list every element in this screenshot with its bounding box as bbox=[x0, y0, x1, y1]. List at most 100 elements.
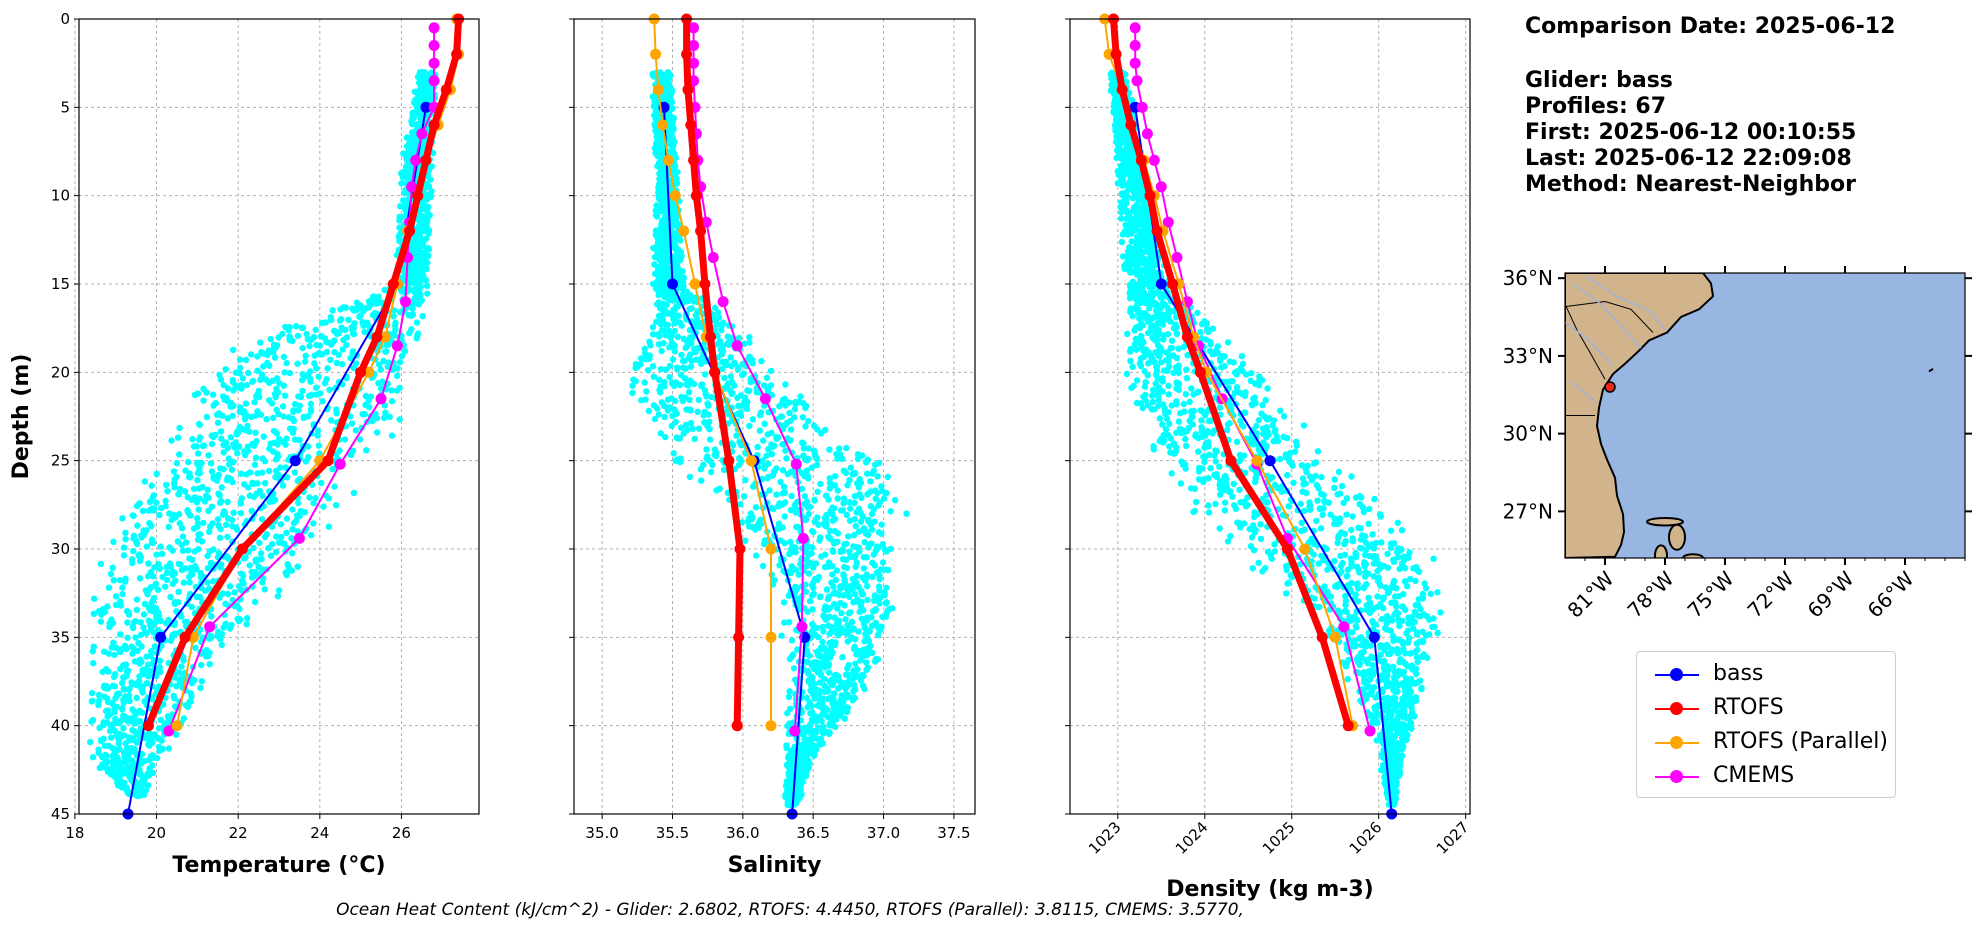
observation-point bbox=[388, 387, 395, 394]
observation-point bbox=[703, 446, 710, 453]
observation-point bbox=[149, 769, 157, 777]
observation-point bbox=[214, 419, 222, 426]
observation-point bbox=[125, 765, 132, 772]
observation-point bbox=[103, 764, 110, 771]
observation-point bbox=[144, 680, 151, 687]
observation-point bbox=[686, 291, 693, 298]
observation-point bbox=[688, 357, 695, 364]
observation-point bbox=[176, 424, 183, 432]
observation-point bbox=[115, 766, 123, 773]
observation-point bbox=[302, 352, 309, 359]
observation-point bbox=[697, 466, 705, 473]
observation-point bbox=[855, 484, 862, 491]
observation-point bbox=[817, 593, 824, 600]
observation-point bbox=[351, 320, 358, 327]
observation-point bbox=[275, 587, 283, 594]
observation-point bbox=[754, 443, 761, 451]
observation-point bbox=[652, 245, 659, 252]
observation-point bbox=[843, 564, 851, 572]
observation-point bbox=[629, 389, 636, 397]
series-marker bbox=[731, 340, 743, 352]
y-tick-label: 40 bbox=[51, 717, 70, 735]
observation-point bbox=[653, 227, 660, 235]
observation-point bbox=[787, 569, 795, 577]
observation-point bbox=[410, 273, 418, 280]
observation-point bbox=[204, 486, 211, 493]
observation-point bbox=[294, 360, 301, 367]
observation-point bbox=[110, 538, 117, 545]
observation-point bbox=[716, 485, 723, 492]
observation-point bbox=[118, 679, 126, 687]
series-marker bbox=[657, 119, 669, 131]
observation-point bbox=[308, 532, 315, 539]
observation-point bbox=[804, 608, 811, 616]
observation-point bbox=[416, 228, 423, 235]
observation-point bbox=[280, 413, 287, 420]
observation-point bbox=[804, 504, 812, 511]
series-marker bbox=[745, 455, 757, 467]
observation-point bbox=[311, 360, 318, 367]
observation-point bbox=[111, 651, 118, 659]
observation-point bbox=[189, 571, 196, 578]
observation-point bbox=[291, 469, 299, 476]
observation-point bbox=[126, 737, 133, 744]
observation-point bbox=[105, 742, 113, 750]
observation-point bbox=[149, 762, 156, 769]
observation-point bbox=[293, 512, 301, 519]
observation-point bbox=[405, 157, 412, 164]
observation-point bbox=[788, 492, 795, 500]
observation-point bbox=[887, 508, 894, 515]
observation-point bbox=[195, 485, 203, 492]
observation-point bbox=[288, 535, 295, 542]
observation-point bbox=[674, 303, 681, 310]
observation-point bbox=[878, 530, 885, 537]
observation-point bbox=[176, 677, 183, 685]
observation-point bbox=[210, 578, 217, 585]
observation-point bbox=[670, 342, 677, 349]
observation-point bbox=[806, 652, 813, 659]
observation-point bbox=[903, 510, 910, 517]
observation-point bbox=[1119, 182, 1126, 189]
observation-point bbox=[658, 246, 666, 253]
observation-point bbox=[406, 330, 413, 337]
observation-point bbox=[677, 256, 684, 264]
observation-point bbox=[792, 509, 799, 516]
observation-point bbox=[273, 533, 280, 540]
observation-point bbox=[817, 735, 825, 743]
observation-point bbox=[201, 498, 208, 505]
observation-point bbox=[249, 377, 257, 385]
observation-point bbox=[135, 782, 142, 789]
observation-point bbox=[289, 506, 296, 513]
observation-point bbox=[90, 610, 98, 617]
observation-point bbox=[834, 495, 841, 502]
observation-point bbox=[119, 584, 126, 591]
observation-point bbox=[191, 391, 199, 399]
observation-point bbox=[157, 716, 164, 724]
observation-point bbox=[250, 493, 257, 501]
glider-observation-scatter bbox=[87, 68, 439, 799]
observation-point bbox=[224, 533, 231, 541]
observation-point bbox=[851, 493, 859, 500]
observation-point bbox=[229, 412, 236, 420]
observation-point bbox=[329, 307, 336, 314]
observation-point bbox=[864, 491, 871, 498]
series-marker bbox=[765, 631, 777, 643]
observation-point bbox=[108, 734, 115, 741]
observation-point bbox=[195, 420, 203, 428]
observation-point bbox=[195, 546, 202, 553]
observation-point bbox=[642, 396, 649, 403]
observation-point bbox=[185, 458, 192, 466]
observation-point bbox=[200, 519, 207, 527]
observation-point bbox=[415, 92, 423, 100]
observation-point bbox=[833, 567, 841, 574]
observation-point bbox=[810, 590, 817, 598]
observation-point bbox=[674, 456, 681, 463]
observation-point bbox=[112, 671, 119, 678]
observation-point bbox=[269, 541, 276, 548]
observation-point bbox=[879, 559, 887, 566]
observation-point bbox=[139, 507, 147, 515]
observation-point bbox=[860, 554, 868, 561]
observation-point bbox=[222, 439, 230, 446]
observation-point bbox=[820, 711, 828, 718]
